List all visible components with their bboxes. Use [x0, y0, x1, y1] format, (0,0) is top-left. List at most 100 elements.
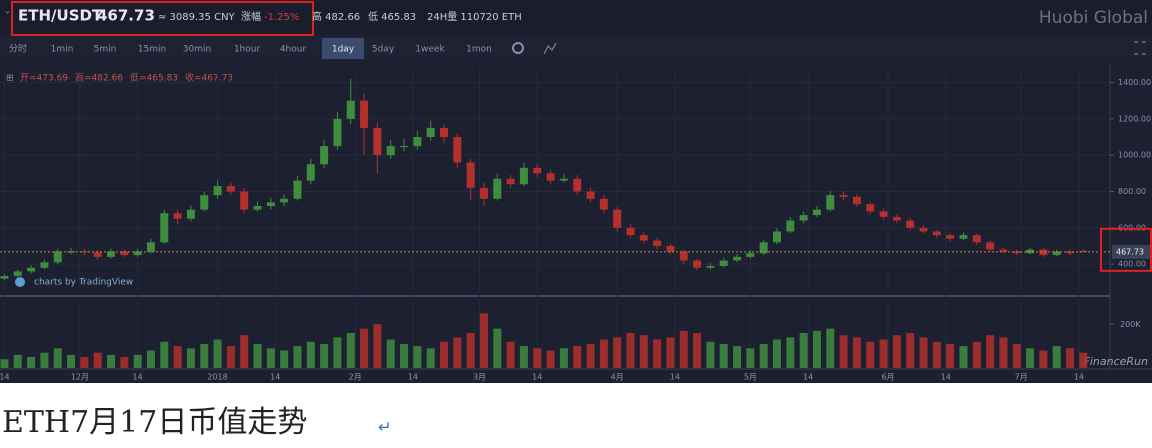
indicator-icon[interactable] [543, 42, 557, 55]
candle-body [413, 137, 422, 147]
toolbar-item[interactable]: 5day [372, 45, 395, 55]
volume-bar [320, 343, 329, 368]
volume-bar [80, 357, 89, 368]
x-tick-label: 7月 [1015, 373, 1028, 382]
volume-bar [13, 354, 22, 368]
legend-icon: ⊞ [6, 74, 14, 84]
candle-body [386, 146, 395, 156]
volume-bar [812, 330, 821, 368]
volume-bar [679, 330, 688, 368]
candle-body [306, 164, 315, 181]
candle-body [426, 127, 435, 138]
volume-bar [173, 346, 182, 368]
candle-body [226, 186, 235, 192]
volume-bar [386, 339, 395, 368]
volume-bar [946, 343, 955, 368]
candle-body [986, 242, 995, 250]
volume-bar [639, 335, 648, 368]
volume-bar [519, 346, 528, 368]
volume-bar [613, 337, 622, 368]
candle-body [0, 275, 9, 279]
toolbar-item[interactable]: 1hour [234, 45, 261, 55]
toolbar-item[interactable]: 1day [332, 45, 355, 55]
candle-body [40, 262, 49, 268]
y-tick-label: 1200.00 [1118, 114, 1151, 123]
toolbar-item[interactable]: 4hour [280, 45, 307, 55]
candle-body [333, 118, 342, 147]
toolbar-item[interactable]: 1week [415, 45, 445, 55]
candle-body [812, 209, 821, 216]
candle-body [599, 198, 608, 210]
fullscreen-icon[interactable] [1134, 41, 1146, 55]
last-price-box [1112, 244, 1150, 259]
header-bar [0, 0, 1152, 34]
settings-icon[interactable] [512, 42, 524, 54]
volume-bar [586, 343, 595, 368]
candle-body [293, 180, 302, 199]
volume-bar [53, 348, 62, 368]
volume-bar [972, 341, 981, 368]
pair: ETH/USDT [18, 7, 103, 25]
toolbar-selected[interactable] [322, 38, 364, 59]
change: -1.25% [264, 12, 299, 23]
candle-body [679, 251, 688, 261]
volume-bar [253, 343, 262, 368]
volume-bar [1012, 343, 1021, 368]
candle-body [733, 256, 742, 261]
y-tick-label: 1000.00 [1118, 151, 1151, 160]
volume-bar [333, 337, 342, 368]
candle-body [213, 186, 222, 196]
candle-body [746, 253, 755, 257]
volume-bar [293, 346, 302, 368]
price: 467.73 [97, 7, 155, 25]
x-tick-label: 14 [0, 373, 10, 382]
candle-body [613, 209, 622, 228]
volume-bar [280, 350, 289, 368]
volume-bar [826, 328, 835, 368]
toolbar-item[interactable]: 分时 [9, 43, 27, 55]
caption-mark: ↵ [378, 418, 391, 437]
candle-body [773, 231, 781, 243]
volume-bar [133, 354, 142, 368]
candle-body [946, 235, 955, 239]
volume-bar [93, 352, 102, 368]
toolbar-item[interactable]: 15min [138, 45, 166, 55]
toolbar-item[interactable]: 1mon [466, 45, 492, 55]
volume-bar [27, 357, 36, 368]
candle-body [892, 216, 901, 221]
candle-body [852, 196, 861, 205]
candle-body [506, 178, 515, 185]
toolbar-item[interactable]: 30min [183, 45, 211, 55]
x-tick-label: 4月 [611, 373, 624, 382]
candle-body [719, 260, 728, 266]
candle-body [479, 187, 488, 199]
x-tick-label: 12月 [71, 373, 89, 382]
toolbar-item[interactable]: 1min [51, 45, 74, 55]
candle-body [959, 235, 968, 239]
toolbar-item[interactable]: 5min [94, 45, 117, 55]
y-tick-label: 800.00 [1118, 187, 1146, 196]
volume-bar [599, 339, 608, 368]
volume-bar [160, 341, 169, 368]
x-tick-label: 14 [270, 373, 280, 382]
volume-bar [1079, 352, 1088, 368]
x-tick-label: 14 [670, 373, 680, 382]
volume-bar [479, 313, 488, 368]
candle-body [706, 265, 715, 268]
candle-body [240, 191, 249, 210]
volume-bar [453, 337, 462, 368]
candle-body [999, 249, 1008, 252]
volume-bar [559, 348, 568, 368]
candle-body [799, 215, 808, 221]
highlight-box [11, 1, 314, 36]
candle-body [493, 178, 502, 199]
volume-bar [626, 333, 635, 368]
candle-body [559, 178, 568, 181]
volume-bar [240, 335, 249, 368]
volume-bar [999, 337, 1008, 368]
candle-body [320, 146, 329, 165]
dropdown-arrow[interactable]: ˅ [5, 10, 10, 22]
legend-close: 收=467.73 [185, 72, 233, 84]
candle-body [173, 213, 182, 219]
candle-body [639, 235, 648, 241]
